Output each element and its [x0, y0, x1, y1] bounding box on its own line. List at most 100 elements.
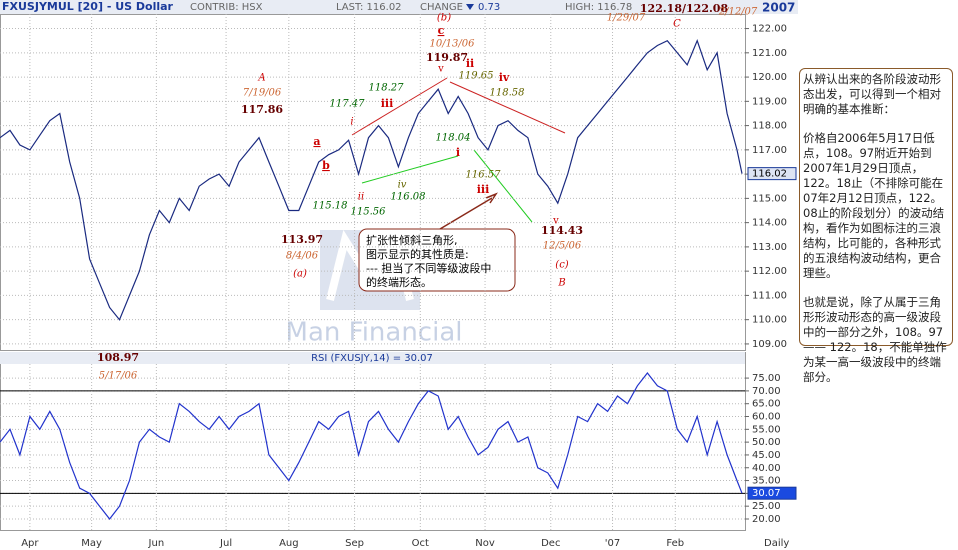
header-bar — [0, 0, 798, 14]
annotation: 115.18 — [313, 201, 348, 212]
last: LAST: 116.02 — [336, 2, 402, 13]
x-tick-label: Nov — [475, 538, 495, 549]
last-value-tag — [747, 486, 797, 500]
annotation: a — [313, 135, 320, 148]
annotation: i — [456, 146, 460, 159]
annotation: (b) — [437, 13, 451, 24]
x-tick-label: Sep — [345, 538, 364, 549]
annotation: 7/19/06 — [243, 88, 282, 99]
note-paragraph: 从辨认出来的各阶段波动形态出发，可以得到一个相对明确的基本推断： — [803, 72, 941, 116]
x-tick-label: Feb — [666, 538, 684, 549]
y-tick-label: 119.00 — [752, 96, 787, 107]
annotation: 122.18/122.08 — [640, 2, 729, 15]
y-tick-label: 115.00 — [752, 193, 787, 204]
annotation: 113.97 — [281, 233, 323, 246]
annotation: ii — [358, 192, 364, 203]
annotation: 119.87 — [426, 51, 468, 64]
year: 2007 — [762, 1, 795, 15]
x-tick-label: '07 — [605, 538, 620, 549]
annotation: iv — [499, 71, 510, 84]
price-frame — [0, 14, 746, 351]
annotation: 116.57 — [466, 170, 502, 181]
y-tick-label: 45.00 — [752, 450, 781, 461]
last-value-label: 30.07 — [752, 488, 781, 499]
x-tick-label: Oct — [412, 538, 429, 549]
last-value-label: 116.02 — [752, 169, 787, 180]
y-tick-label: 70.00 — [752, 386, 781, 397]
y-tick-label: 121.00 — [752, 48, 787, 59]
y-tick-label: 111.00 — [752, 290, 787, 301]
x-tick-label: Apr — [21, 538, 39, 549]
series-line — [0, 372, 743, 520]
contrib: CONTRIB: HSX — [190, 2, 263, 13]
x-tick-label: May — [81, 538, 102, 549]
note-paragraph: 价格自2006年5月17日低点，108。97附近开始到2007年1月29日顶点，… — [803, 131, 945, 280]
symbol: FXUSJYMUL [20] - US Dollar — [2, 0, 174, 13]
annotation: 118.58 — [490, 88, 525, 99]
y-tick-label: 65.00 — [752, 399, 781, 410]
last-value-tag — [747, 167, 797, 181]
annotation: 2/12/07 — [718, 7, 758, 18]
x-unit: Daily — [764, 538, 789, 549]
y-tick-label: 110.00 — [752, 315, 787, 326]
annotation: i — [350, 117, 353, 128]
callout-text: --- 担当了不同等级波段中 — [366, 261, 491, 275]
annotation: iii — [477, 183, 490, 196]
annotation: B — [557, 278, 565, 289]
annotation: C — [673, 19, 681, 30]
y-tick-label: 122.00 — [752, 24, 787, 35]
callout-text: 的终端形态。 — [366, 275, 432, 289]
annotation: 117.47 — [330, 99, 366, 110]
annotation: (c) — [555, 260, 569, 271]
y-tick-label: 60.00 — [752, 412, 781, 423]
callout-text: 扩张性倾斜三角形, — [366, 233, 458, 247]
annotation: 12/5/06 — [543, 241, 582, 252]
annotation: 108.97 — [97, 351, 139, 364]
y-tick-label: 20.00 — [752, 514, 781, 525]
y-tick-label: 113.00 — [752, 242, 787, 253]
annotation: 8/4/06 — [286, 251, 319, 262]
callout-box — [358, 228, 516, 292]
y-tick-label: 50.00 — [752, 437, 781, 448]
annotation: A — [257, 73, 265, 84]
annotation: b — [322, 159, 330, 172]
y-tick-label: 112.00 — [752, 266, 787, 277]
annotation: 118.04 — [436, 133, 471, 144]
note-paragraph: 也就是说，除了从属于三角形形波动形态的高一级波段中的一部分之外，108。97 —… — [803, 295, 947, 384]
note-box: 从辨认出来的各阶段波动形态出发，可以得到一个相对明确的基本推断： 价格自2006年… — [799, 68, 953, 384]
annotation: v — [437, 64, 444, 75]
annotation: 118.27 — [369, 83, 405, 94]
annotation: v — [552, 216, 559, 227]
x-tick-label: Dec — [541, 538, 560, 549]
annotation: 117.86 — [241, 103, 283, 116]
callout-text: 图示显示的其性质是: — [366, 247, 469, 261]
rsi-header — [0, 352, 745, 364]
change: CHANGE — [420, 2, 463, 13]
down-arrow — [466, 4, 474, 10]
annotation: 10/13/06 — [430, 39, 476, 50]
annotation: iii — [381, 97, 394, 110]
annotation: 1/29/07 — [607, 13, 646, 24]
annotation: 5/17/06 — [99, 371, 138, 382]
y-tick-label: 55.00 — [752, 424, 781, 435]
annotation: (a) — [293, 269, 307, 280]
x-tick-label: Jul — [219, 538, 232, 549]
annotation: iv — [398, 180, 407, 191]
x-tick-label: Jun — [148, 538, 165, 549]
y-tick-label: 75.00 — [752, 373, 781, 384]
trendline — [473, 149, 533, 223]
trendline — [351, 77, 448, 136]
high: HIGH: 116.78 — [565, 2, 632, 13]
watermark: Man Financial — [286, 318, 463, 348]
annotation: 116.08 — [391, 192, 426, 203]
annotation: ii — [466, 57, 474, 70]
y-tick-label: 120.00 — [752, 72, 787, 83]
trendline — [361, 155, 459, 184]
y-tick-label: 40.00 — [752, 463, 781, 474]
change-value: 0.73 — [478, 2, 500, 13]
y-tick-label: 35.00 — [752, 476, 781, 487]
trendline — [449, 81, 566, 134]
annotation: c — [438, 24, 445, 37]
